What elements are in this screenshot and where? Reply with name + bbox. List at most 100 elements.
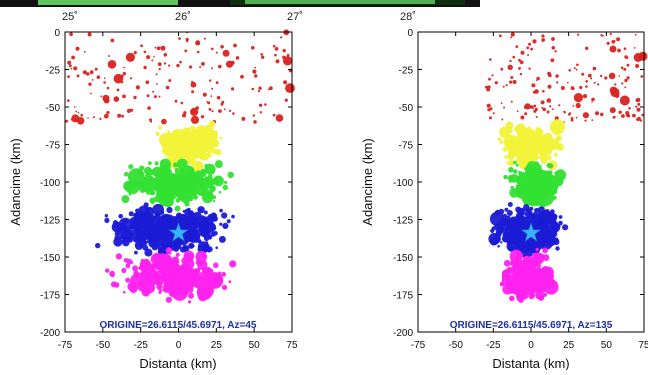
hypocenter-point: [522, 144, 528, 151]
y-tick-label: -100: [393, 178, 413, 189]
hypocenter-point: [176, 63, 180, 68]
hypocenter-point: [70, 67, 73, 70]
hypocenter-point: [523, 283, 529, 289]
y-axis-ticks: 0 -25 -50 -75 -100 -125 -150 -175 -200: [393, 28, 644, 339]
hypocenter-point: [259, 111, 262, 114]
hypocenter-point: [152, 203, 165, 216]
y-tick-label: -150: [40, 253, 60, 264]
hypocenter-point: [221, 284, 228, 291]
hypocenter-point: [510, 185, 514, 190]
hypocenter-point: [533, 155, 539, 161]
hypocenter-point: [118, 217, 133, 232]
hypocenter-point: [150, 221, 155, 226]
hypocenter-point: [570, 118, 574, 122]
x-tick-label: 50: [601, 340, 613, 351]
hypocenter-point: [184, 201, 190, 207]
hypocenter-point: [214, 160, 223, 169]
hypocenter-point: [180, 101, 184, 105]
hypocenter-point: [626, 99, 630, 103]
hypocenter-point: [165, 296, 172, 303]
hypocenter-point: [181, 129, 185, 132]
hypocenter-point: [511, 283, 517, 289]
hypocenter-point: [521, 218, 526, 223]
hypocenter-point: [506, 276, 510, 281]
x-axis-ticks: -75 -50 -25 0 25 50 75: [411, 32, 648, 351]
hypocenter-point: [260, 53, 264, 56]
hypocenter-point: [162, 236, 168, 242]
hypocenter-point: [522, 152, 525, 156]
hypocenter-point: [620, 66, 624, 69]
hypocenter-point: [137, 212, 142, 218]
hypocenter-point: [523, 255, 530, 263]
hypocenter-point: [556, 138, 561, 142]
hypocenter-point: [137, 184, 145, 191]
hypocenter-point: [207, 235, 212, 240]
hypocenter-point: [512, 189, 515, 192]
x-tick-label: -25: [133, 340, 148, 351]
epicenter-star: [168, 222, 189, 242]
hypocenter-point: [517, 181, 523, 187]
hypocenter-point: [556, 223, 561, 229]
hypocenter-point: [152, 90, 155, 93]
map-tick-26: 26˚: [175, 11, 191, 23]
x-tick-label: 0: [528, 340, 534, 351]
x-tick-label: 75: [286, 340, 298, 351]
hypocenter-point: [185, 253, 189, 257]
hypocenter-point: [543, 225, 546, 229]
hypocenter-point: [155, 131, 160, 136]
hypocenter-point: [207, 136, 213, 142]
hypocenter-point: [125, 52, 135, 62]
hypocenter-point: [517, 281, 523, 287]
hypocenter-point: [188, 292, 194, 299]
hypocenter-points: [485, 32, 648, 303]
hypocenter-point: [121, 81, 124, 84]
hypocenter-point: [181, 179, 185, 183]
hypocenter-point: [519, 148, 524, 154]
hypocenter-point: [577, 33, 580, 36]
hypocenter-point: [71, 114, 80, 123]
hypocenter-point: [168, 151, 175, 157]
hypocenter-point: [139, 235, 147, 243]
hypocenter-point: [549, 119, 566, 135]
hypocenter-point: [537, 238, 541, 242]
hypocenter-point: [222, 49, 230, 57]
hypocenter-point: [487, 85, 491, 89]
hypocenter-point: [189, 167, 194, 173]
hypocenter-point: [544, 234, 557, 247]
hypocenter-point: [567, 81, 569, 84]
hypocenter-point: [491, 226, 496, 231]
hypocenter-point: [515, 45, 519, 48]
hypocenter-point: [139, 280, 146, 287]
hypocenter-point: [147, 230, 154, 237]
hypocenter-point: [140, 261, 151, 271]
map-strip-green-left: [38, 0, 178, 5]
hypocenter-point: [202, 92, 207, 97]
hypocenter-point: [134, 250, 138, 255]
hypocenter-point: [67, 60, 72, 65]
x-tick-label: -25: [486, 340, 501, 351]
hypocenter-point: [509, 295, 515, 302]
hypocenter-point: [286, 53, 290, 57]
hypocenter-point: [106, 86, 110, 90]
hypocenter-point: [145, 240, 148, 244]
hypocenter-point: [538, 277, 542, 280]
hypocenter-point: [103, 77, 106, 79]
hypocenter-point: [547, 84, 552, 89]
hypocenter-point: [215, 51, 218, 54]
hypocenter-point: [518, 170, 522, 175]
hypocenter-point: [532, 134, 546, 149]
hypocenter-point: [122, 72, 127, 76]
hypocenter-point: [184, 49, 188, 53]
hypocenter-point: [67, 99, 70, 102]
hypocenter-point: [554, 50, 557, 53]
hypocenter-point: [169, 193, 177, 200]
hypocenter-point: [226, 219, 231, 224]
hypocenter-point: [508, 167, 514, 173]
hypocenter-point: [639, 119, 643, 122]
hypocenter-point: [504, 207, 509, 212]
hypocenter-point: [142, 272, 146, 277]
hypocenter-point: [593, 81, 596, 84]
hypocenter-point: [103, 113, 109, 119]
hypocenter-point: [550, 58, 555, 63]
hypocenter-point: [127, 281, 137, 292]
